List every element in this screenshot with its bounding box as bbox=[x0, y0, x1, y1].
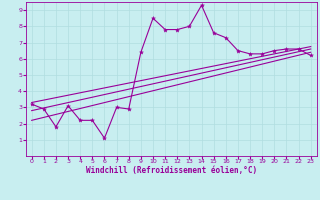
X-axis label: Windchill (Refroidissement éolien,°C): Windchill (Refroidissement éolien,°C) bbox=[86, 166, 257, 175]
